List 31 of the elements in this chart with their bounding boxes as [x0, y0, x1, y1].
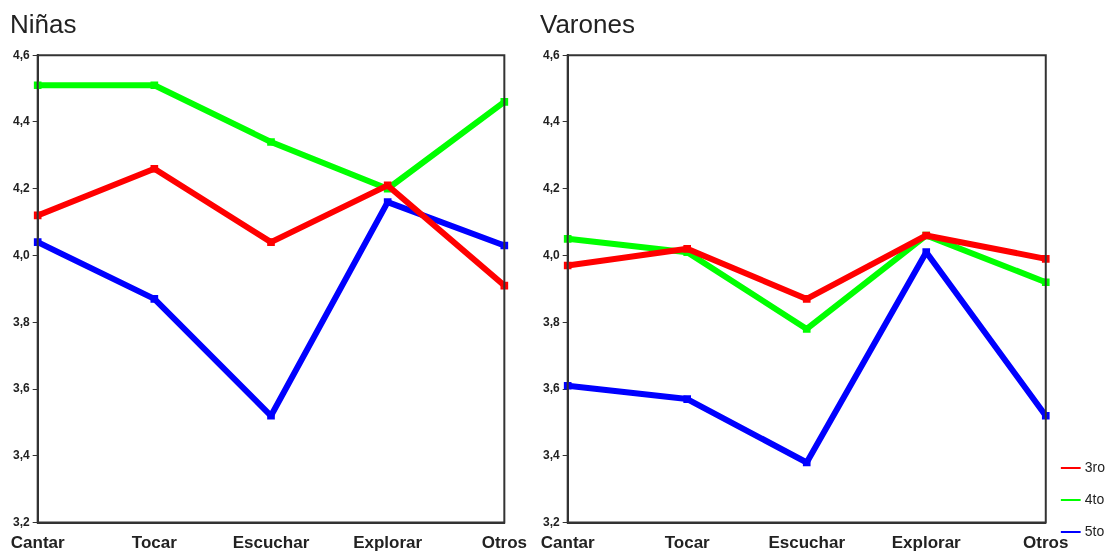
legend-label: 5to [1084, 522, 1105, 539]
x-tick-label: Tocar [664, 533, 711, 553]
y-tick-label: 4,6 [12, 47, 30, 62]
y-tick-label: 4,4 [12, 114, 30, 129]
x-tick-label: Tocar [131, 533, 178, 553]
y-tick-label: 4,4 [542, 114, 560, 129]
x-tick-label: Cantar [540, 533, 595, 553]
y-tick-label: 4,2 [12, 181, 30, 196]
y-tick-label: 4,0 [542, 247, 560, 262]
x-tick-label: Explorar [353, 533, 423, 553]
x-tick-label: Cantar [10, 533, 65, 553]
x-tick-label: Otros [1023, 533, 1069, 553]
x-tick-label: Escuchar [232, 533, 310, 553]
y-tick-label: 3,4 [12, 448, 30, 463]
x-tick-label: Otros [481, 533, 527, 553]
y-tick-label: 3,2 [542, 514, 560, 529]
x-tick-label: Explorar [891, 533, 962, 553]
chart-title: Niñas [10, 8, 77, 39]
y-tick-label: 3,8 [542, 314, 560, 329]
x-tick-label: Escuchar [768, 533, 846, 553]
y-tick-label: 4,2 [542, 181, 560, 196]
legend-label: 4to [1084, 490, 1105, 507]
chart-title: Varones [540, 8, 635, 39]
y-tick-label: 3,6 [542, 381, 560, 396]
y-tick-label: 3,4 [542, 448, 560, 463]
y-tick-label: 3,2 [12, 514, 30, 529]
legend-label: 3ro [1084, 458, 1106, 475]
y-tick-label: 4,0 [12, 247, 30, 262]
y-tick-label: 4,6 [542, 47, 560, 62]
y-tick-label: 3,6 [12, 381, 30, 396]
y-tick-label: 3,8 [12, 314, 30, 329]
